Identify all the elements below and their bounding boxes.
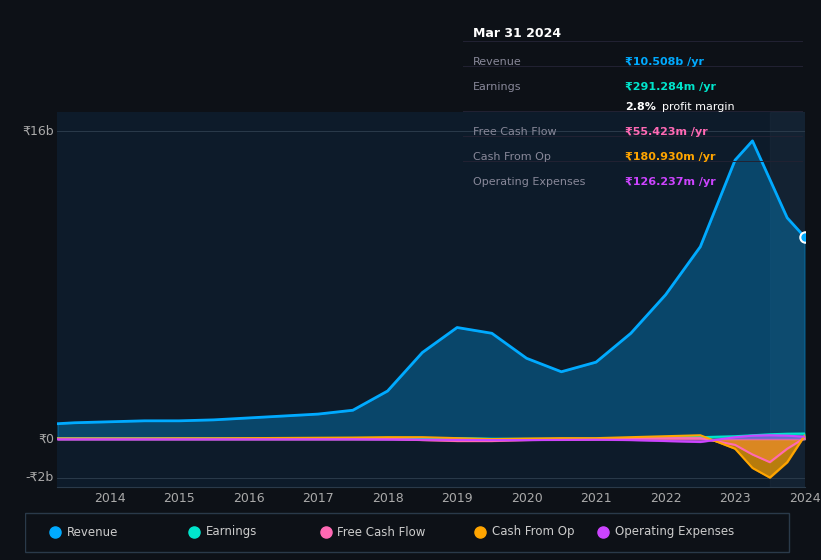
Text: Cash From Op: Cash From Op bbox=[474, 152, 551, 162]
Bar bbox=[770, 112, 805, 487]
Text: ₹10.508b /yr: ₹10.508b /yr bbox=[625, 57, 704, 67]
Text: -₹2b: -₹2b bbox=[25, 471, 54, 484]
Text: Free Cash Flow: Free Cash Flow bbox=[474, 127, 557, 137]
Text: Mar 31 2024: Mar 31 2024 bbox=[474, 26, 562, 40]
Text: ₹55.423m /yr: ₹55.423m /yr bbox=[625, 127, 708, 137]
Text: Earnings: Earnings bbox=[474, 82, 522, 92]
Text: Earnings: Earnings bbox=[206, 525, 257, 539]
Text: ₹126.237m /yr: ₹126.237m /yr bbox=[625, 177, 716, 187]
Text: ₹16b: ₹16b bbox=[22, 125, 54, 138]
Text: Free Cash Flow: Free Cash Flow bbox=[337, 525, 425, 539]
Text: profit margin: profit margin bbox=[663, 102, 735, 112]
Text: 2.8%: 2.8% bbox=[625, 102, 656, 112]
Text: ₹0: ₹0 bbox=[38, 432, 54, 446]
Text: Revenue: Revenue bbox=[474, 57, 522, 67]
Text: ₹291.284m /yr: ₹291.284m /yr bbox=[625, 82, 716, 92]
Text: Operating Expenses: Operating Expenses bbox=[474, 177, 585, 187]
Text: Revenue: Revenue bbox=[67, 525, 118, 539]
Text: Operating Expenses: Operating Expenses bbox=[615, 525, 734, 539]
Text: ₹180.930m /yr: ₹180.930m /yr bbox=[625, 152, 716, 162]
Text: Cash From Op: Cash From Op bbox=[492, 525, 574, 539]
